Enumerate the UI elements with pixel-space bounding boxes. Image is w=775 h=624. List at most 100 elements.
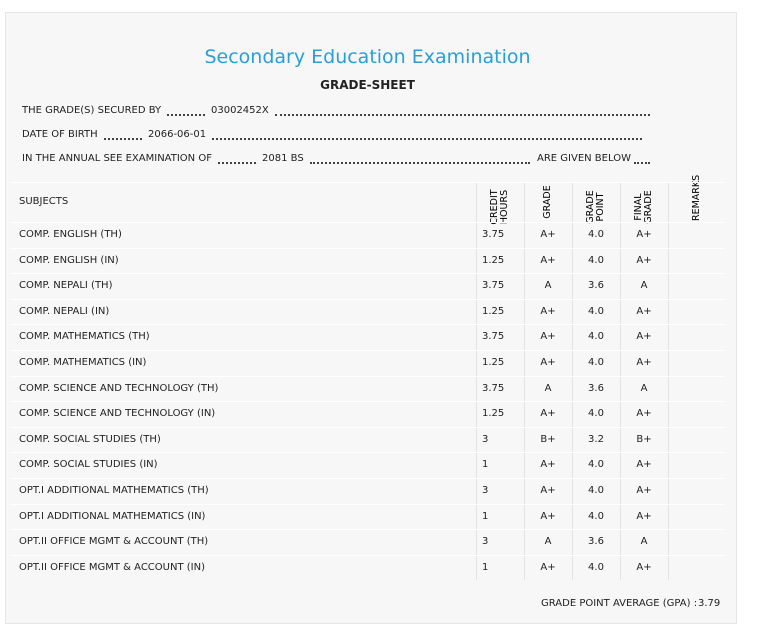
info-value: 2081 BS <box>262 153 304 164</box>
subject: OPT.I ADDITIONAL MATHEMATICS (TH) <box>19 485 209 496</box>
subject: OPT.II OFFICE MGMT & ACCOUNT (TH) <box>19 536 209 548</box>
grade-cell: 1.25 <box>482 254 505 266</box>
column-header: GRADE <box>542 185 553 219</box>
row-border <box>10 503 725 505</box>
leader <box>104 138 142 140</box>
subtitle: GRADE-SHEET <box>320 78 415 92</box>
grade-cell: 1 <box>482 561 489 573</box>
leader <box>167 114 205 116</box>
grade-cell: 1.25 <box>482 305 505 317</box>
row-border <box>10 375 725 377</box>
column-border <box>524 182 525 580</box>
grade-cell: A+ <box>636 561 652 573</box>
grade-cell: A+ <box>636 229 652 240</box>
column-border <box>476 182 477 580</box>
row-border <box>10 401 725 403</box>
grade-cell: A+ <box>540 561 556 573</box>
grade-cell: A+ <box>540 305 556 317</box>
info-label: THE GRADE(S) SECURED BY <box>22 105 162 116</box>
subject: COMP. NEPALI (TH) <box>19 280 113 292</box>
leader <box>275 114 650 116</box>
subject: COMP. SCIENCE AND TECHNOLOGY (IN) <box>19 408 216 420</box>
grade-cell: 3.75 <box>482 229 505 240</box>
row-border <box>10 554 725 556</box>
grade-cell: B+ <box>636 433 652 445</box>
column-border <box>668 182 669 580</box>
grade-cell: A+ <box>540 229 556 240</box>
grade-cell: 4.0 <box>588 305 604 317</box>
grade-cell: 3.6 <box>588 280 604 292</box>
row-border <box>10 298 725 300</box>
info-suffix: ARE GIVEN BELOW <box>537 153 631 164</box>
gpa-label: GRADE POINT AVERAGE (GPA) : <box>541 598 698 609</box>
grade-cell: 3.75 <box>482 382 505 394</box>
row-border <box>10 529 725 531</box>
row-border <box>10 247 725 249</box>
grade-cell: 4.0 <box>588 357 604 368</box>
subject: COMP. MATHEMATICS (TH) <box>19 331 150 343</box>
row-border <box>10 478 725 479</box>
info-value: 03002452X <box>211 105 269 116</box>
grade-cell: A+ <box>636 357 652 368</box>
grade-cell: A+ <box>636 510 652 522</box>
column-header: GRADE POINT <box>585 190 606 224</box>
grade-cell: A+ <box>540 331 556 343</box>
grade-cell: A+ <box>636 485 652 496</box>
subject: COMP. MATHEMATICS (IN) <box>19 357 147 368</box>
subject: OPT.II OFFICE MGMT & ACCOUNT (IN) <box>19 561 205 573</box>
row-border <box>10 222 725 223</box>
grade-cell: 1.25 <box>482 357 505 368</box>
grade-cell: 3.6 <box>588 382 604 394</box>
grade-cell: B+ <box>540 433 556 445</box>
grade-cell: 3 <box>482 485 489 496</box>
column-header: FINAL GRADE <box>633 190 654 224</box>
grade-cell: 3.6 <box>588 536 604 548</box>
info-value: 2066-06-01 <box>148 129 207 140</box>
column-header: SUBJECTS <box>19 196 69 207</box>
row-border <box>10 452 725 454</box>
subject: COMP. ENGLISH (TH) <box>19 229 122 240</box>
grade-cell: 4.0 <box>588 485 604 496</box>
grade-cell: 4.0 <box>588 459 604 471</box>
subject: COMP. SOCIAL STUDIES (IN) <box>19 459 158 471</box>
row-border <box>10 273 725 275</box>
grade-cell: 4.0 <box>588 229 604 240</box>
info-label: IN THE ANNUAL SEE EXAMINATION OF <box>22 153 212 164</box>
grade-cell: A <box>640 382 648 394</box>
subject: COMP. NEPALI (IN) <box>19 305 110 317</box>
subject: COMP. ENGLISH (IN) <box>19 254 119 266</box>
column-border <box>620 182 621 580</box>
grade-cell: 3 <box>482 536 489 548</box>
grade-sheet-panel <box>5 12 737 624</box>
leader <box>212 138 642 140</box>
info-label: DATE OF BIRTH <box>22 129 98 140</box>
grade-cell: A+ <box>540 254 556 266</box>
grade-cell: 4.0 <box>588 254 604 266</box>
grade-cell: A+ <box>540 485 556 496</box>
column-header: CREDIT HOURS <box>489 189 510 225</box>
row-border <box>10 350 725 351</box>
grade-cell: 1 <box>482 510 489 522</box>
title: Secondary Education Examination <box>204 46 531 68</box>
grade-cell: 3.2 <box>588 433 604 445</box>
grade-cell: 3 <box>482 433 489 445</box>
grade-cell: A+ <box>636 408 652 420</box>
grade-cell: 1.25 <box>482 408 505 420</box>
grade-cell: A+ <box>636 331 652 343</box>
grade-cell: A+ <box>540 408 556 420</box>
leader <box>634 162 650 164</box>
grade-cell: 3.75 <box>482 331 505 343</box>
grade-cell: A+ <box>540 459 556 471</box>
column-border <box>572 182 573 580</box>
row-border <box>10 182 725 183</box>
gpa-value: 3.79 <box>698 598 721 609</box>
subject: COMP. SOCIAL STUDIES (TH) <box>19 433 161 445</box>
grade-cell: A+ <box>636 254 652 266</box>
leader <box>310 162 530 164</box>
row-border <box>10 426 725 428</box>
leader <box>218 162 256 164</box>
grade-cell: 1 <box>482 459 489 471</box>
grade-cell: 4.0 <box>588 510 604 522</box>
grade-cell: A <box>640 536 648 548</box>
grade-cell: A+ <box>636 459 652 471</box>
